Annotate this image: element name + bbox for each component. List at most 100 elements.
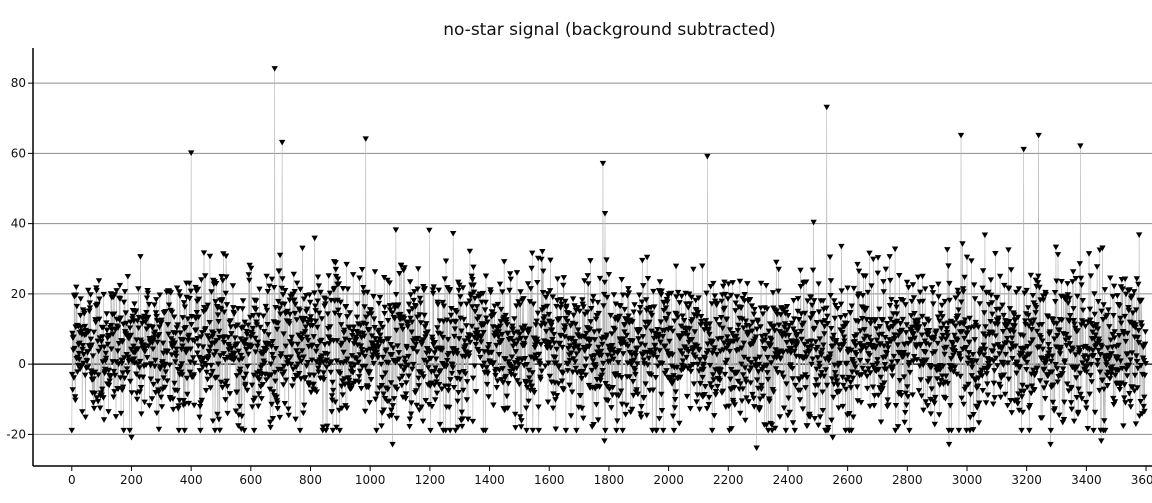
data-point	[898, 327, 906, 334]
data-point	[151, 302, 158, 308]
data-point	[804, 298, 811, 304]
data-point	[640, 395, 648, 401]
data-point	[206, 253, 214, 260]
data-point	[253, 319, 260, 326]
data-point	[1121, 395, 1128, 401]
data-point	[850, 285, 858, 292]
data-point	[1036, 378, 1044, 384]
data-point	[1098, 308, 1105, 315]
data-point	[623, 402, 630, 409]
data-point	[650, 288, 657, 295]
data-point	[203, 369, 210, 376]
data-point	[995, 315, 1002, 322]
data-point	[251, 395, 259, 402]
data-point	[734, 369, 741, 376]
data-point	[923, 357, 930, 364]
data-point	[1080, 320, 1087, 326]
data-point	[583, 330, 590, 337]
data-point	[95, 278, 103, 284]
data-point	[586, 327, 594, 333]
data-point	[219, 278, 226, 284]
data-point	[847, 379, 854, 386]
data-point	[79, 342, 87, 349]
data-point	[899, 298, 907, 304]
data-point	[128, 434, 135, 441]
data-point	[415, 266, 422, 272]
data-point	[71, 394, 79, 400]
data-point	[511, 316, 518, 322]
data-point	[948, 427, 955, 434]
data-point	[832, 302, 839, 309]
data-point	[733, 333, 740, 340]
data-point	[524, 281, 532, 287]
data-point	[973, 405, 981, 411]
data-point	[909, 392, 916, 398]
data-point	[952, 295, 959, 301]
data-point	[976, 301, 984, 307]
data-point	[470, 289, 478, 296]
data-point	[190, 355, 197, 361]
data-point	[739, 372, 747, 378]
data-point	[952, 323, 959, 330]
data-point	[275, 298, 282, 305]
data-point	[810, 219, 817, 226]
data-point	[745, 399, 752, 405]
data-point	[684, 332, 691, 339]
data-point	[271, 66, 278, 72]
data-point	[544, 291, 551, 297]
data-point	[1087, 273, 1095, 279]
data-point	[614, 360, 622, 366]
data-point	[323, 364, 330, 371]
data-point	[700, 361, 707, 368]
data-point	[533, 336, 541, 343]
data-point	[482, 273, 490, 280]
data-point	[343, 405, 351, 412]
data-point	[865, 334, 873, 341]
data-point	[763, 306, 771, 313]
data-point	[179, 337, 187, 344]
data-point	[808, 343, 816, 350]
data-point	[213, 281, 220, 287]
data-point	[90, 376, 97, 382]
data-point	[455, 389, 462, 396]
data-point	[1107, 275, 1114, 282]
data-point	[461, 354, 469, 360]
data-point	[338, 322, 345, 328]
data-point	[883, 351, 890, 357]
data-point	[324, 351, 331, 358]
data-point	[168, 352, 175, 358]
data-point	[194, 350, 201, 357]
data-point	[934, 314, 942, 321]
data-point	[880, 289, 887, 295]
data-point	[442, 427, 449, 434]
data-point	[509, 323, 516, 330]
data-point	[982, 324, 989, 330]
data-point	[323, 357, 331, 364]
data-point	[1095, 347, 1102, 354]
data-point	[887, 316, 894, 323]
data-point	[864, 289, 872, 296]
data-point	[992, 333, 999, 339]
data-point	[1111, 335, 1118, 341]
data-point	[281, 301, 288, 308]
data-point	[154, 378, 161, 385]
data-point	[634, 391, 642, 398]
data-point	[759, 393, 767, 400]
data-point	[928, 285, 936, 291]
data-point	[752, 334, 760, 340]
data-point	[911, 335, 918, 342]
data-point	[233, 389, 241, 396]
data-point	[637, 411, 644, 417]
data-point	[408, 400, 415, 406]
data-point	[348, 353, 356, 359]
data-point	[978, 367, 985, 374]
data-point	[819, 408, 827, 414]
data-point	[872, 343, 880, 350]
data-point	[1014, 397, 1021, 404]
data-point	[455, 336, 463, 342]
data-point	[1051, 336, 1058, 342]
data-point	[941, 351, 948, 358]
data-point	[1087, 372, 1094, 379]
data-point	[240, 324, 247, 331]
data-point	[997, 394, 1004, 401]
